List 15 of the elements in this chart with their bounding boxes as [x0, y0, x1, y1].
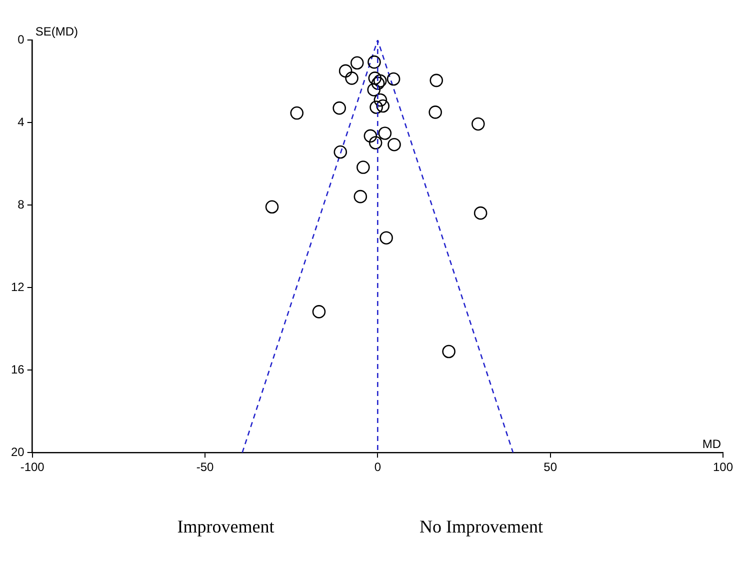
text: Improvement [177, 516, 274, 536]
x-tick-label: -50 [196, 460, 214, 474]
y-tick-label: 20 [10, 444, 25, 459]
y-tick-label: 12 [10, 280, 25, 294]
x-tick-label: 50 [544, 460, 558, 474]
x-tick-label: -100 [20, 460, 45, 474]
y-tick-label: 16 [10, 362, 25, 376]
y-tick-label: 8 [18, 197, 25, 212]
y-tick-label: 0 [18, 32, 25, 46]
x-tick-label: 100 [712, 460, 734, 474]
y-tick-label: 4 [18, 114, 25, 129]
text: No Improvement [420, 516, 544, 536]
x-tick-label: 0 [374, 460, 382, 474]
y-axis-title: SE(MD) [35, 24, 78, 38]
x-axis-title: MD [702, 436, 722, 451]
